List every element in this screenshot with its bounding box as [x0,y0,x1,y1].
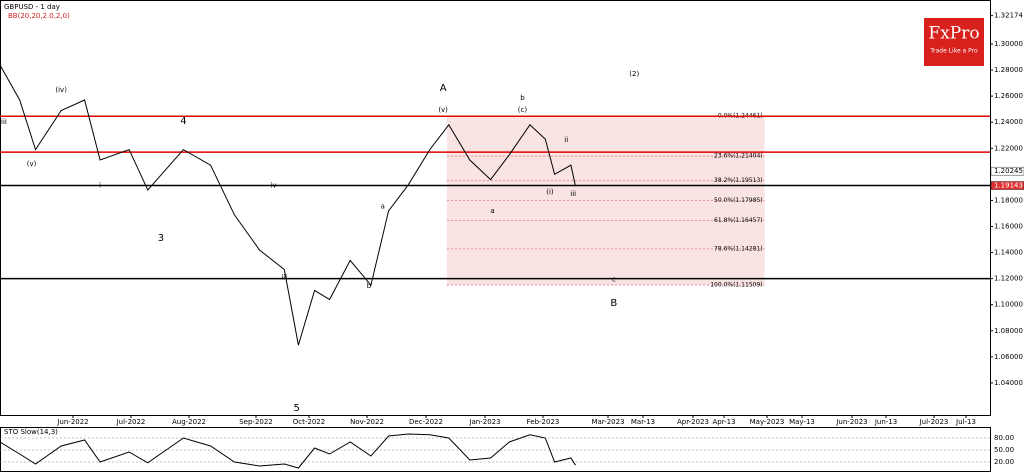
x-tick-label: Aug-2022 [172,418,206,426]
wave-label: iii [570,190,576,198]
y-tick-label: 1.16000 [994,222,1023,230]
y-tick-label: 1.06000 [994,353,1023,361]
x-tick-label: Jun-13 [874,418,897,426]
x-tick-label: Mar-13 [631,418,655,426]
price-line [0,433,576,469]
wave-label: (c) [518,106,528,114]
y-tick-label: 1.14000 [994,249,1023,257]
x-tick-label: Mar-2023 [591,418,624,426]
wave-label: 4 [180,116,186,127]
logo-box [924,18,984,66]
fib-label: 50.0%(1.17985) [714,197,763,204]
y-tick-label: 1.10000 [994,301,1023,309]
logo-tagline: Trade Like a Pro [929,48,978,55]
price-tag [990,181,1024,190]
y-tick-label: 1.26000 [994,92,1023,100]
price-panel [0,0,991,416]
wave-label: c [612,275,616,283]
wave-label: a [490,207,494,215]
wave-label: (v) [27,160,37,168]
y-tick-label: 1.12000 [994,275,1023,283]
oscillator-label: STO Slow(14,3) [4,428,58,436]
fib-label: 38.2%(1.19513) [714,177,763,184]
oscillator-panel [0,427,991,472]
fib-label: 100.0%(1.11509) [710,282,762,289]
y-tick-label: 1.30000 [994,40,1023,48]
y-tick-label: 1.22000 [994,144,1023,152]
layers: 0.0%(1.24461)23.6%(1.21404)38.2%(1.19513… [0,12,1024,469]
fib-label: 61.8%(1.16457) [714,217,763,224]
price-tag-label: 1.20245 [994,167,1023,175]
y-tick-label: 1.04000 [994,379,1023,387]
x-tick-label: Jul-2023 [919,418,949,426]
x-tick-label: Nov-2022 [350,418,384,426]
wave-label: A [440,83,447,94]
x-tick-label: Apr-2023 [677,418,709,426]
fib-label: 78.6%(1.14281) [714,245,763,252]
x-tick-label: May-2023 [750,418,785,426]
wave-label: (iv) [55,86,67,94]
indicator-label: BB(20,20,2.0,2,0) [8,12,70,20]
x-tick-label: May-13 [789,418,815,426]
x-tick-label: Apr-13 [712,418,735,426]
y-tick-label: 1.08000 [994,327,1023,335]
wave-label: 5 [293,403,299,414]
wave-label: (i) [546,188,554,196]
wave-label: (2) [629,70,639,78]
wave-label: b [367,282,372,290]
wave-label: i [99,181,101,189]
wave-label: iii [281,273,287,281]
osc-tick-label: 20.00 [994,458,1014,466]
y-tick-label: 1.18000 [994,196,1023,204]
x-tick-label: Jan-2023 [468,418,500,426]
y-tick-label: 1.28000 [994,66,1023,74]
y-tick-label: 1.32174 [994,12,1023,20]
price-tag [990,166,1024,176]
x-tick-label: Sep-2022 [239,418,273,426]
wave-label: iv [271,181,277,189]
wave-label: a [381,202,385,210]
wave-label: iii [1,118,7,126]
fib-label: 23.6%(1.21404) [714,153,763,160]
y-tick-label: 1.24000 [994,118,1023,126]
x-tick-label: Jul-13 [955,418,976,426]
x-tick-label: Jun-2022 [56,418,88,426]
price-line [0,64,576,346]
x-tick-label: Dec-2022 [409,418,443,426]
wave-label: B [610,298,617,309]
osc-tick-label: 80.00 [994,434,1014,442]
wave-label: b [520,94,525,102]
wave-label: (v) [438,106,448,114]
logo-brand: FxPro [928,24,979,44]
x-tick-label: Jun-2023 [835,418,867,426]
chart-title: GBPUSD - 1 day [4,3,60,11]
wave-label: ii [564,136,568,144]
price-tag-label: 1.19143 [994,182,1023,190]
x-tick-label: Jul-2022 [116,418,146,426]
osc-tick-label: 50.00 [994,446,1014,454]
wave-label: 3 [158,233,164,244]
x-tick-label: Oct-2022 [293,418,325,426]
x-tick-label: Feb-2023 [527,418,560,426]
